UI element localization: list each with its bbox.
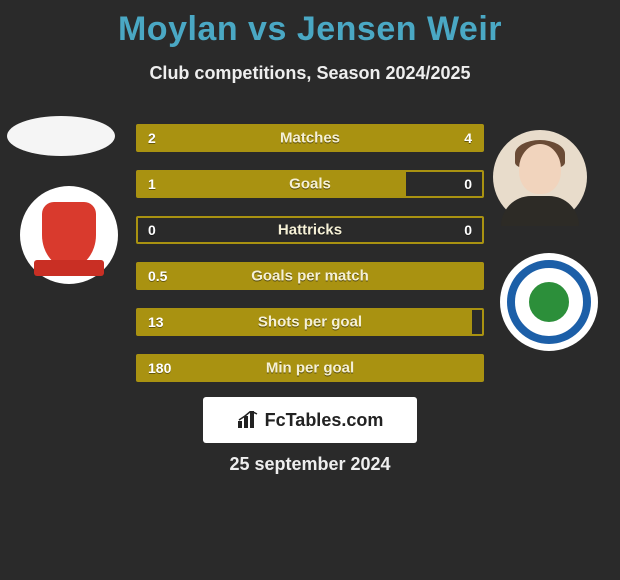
- player1-avatar: [7, 116, 115, 156]
- footer-label: FcTables.com: [265, 410, 384, 431]
- stat-value-left: 0: [148, 222, 156, 238]
- player2-avatar: [493, 130, 587, 224]
- stat-value-left: 180: [148, 360, 171, 376]
- stat-value-left: 0.5: [148, 268, 167, 284]
- page-title: Moylan vs Jensen Weir: [0, 10, 620, 49]
- stat-value-right: 0: [464, 222, 472, 238]
- stat-value-left: 2: [148, 130, 156, 146]
- stat-label: Matches: [280, 130, 340, 147]
- date-label: 25 september 2024: [229, 454, 390, 475]
- chart-icon: [237, 411, 259, 429]
- stat-bar: 0 0 Hattricks: [136, 216, 484, 244]
- stat-value-right: 0: [464, 176, 472, 192]
- stat-value-left: 13: [148, 314, 164, 330]
- player2-club-badge: [500, 253, 598, 351]
- player1-club-badge: [20, 186, 118, 284]
- footer-logo: FcTables.com: [203, 397, 417, 443]
- stat-bar-fill-left: [138, 172, 406, 196]
- stat-bar: 0.5 Goals per match: [136, 262, 484, 290]
- stats-bars: 2 4 Matches 1 0 Goals 0 0 Hattricks 0.5 Goals per …: [136, 124, 484, 400]
- stat-label: Min per goal: [266, 360, 354, 377]
- stat-bar: 2 4 Matches: [136, 124, 484, 152]
- subtitle: Club competitions, Season 2024/2025: [0, 63, 620, 84]
- stat-label: Shots per goal: [258, 314, 362, 331]
- stat-value-left: 1: [148, 176, 156, 192]
- stat-bar: 13 Shots per goal: [136, 308, 484, 336]
- stat-label: Goals: [289, 176, 331, 193]
- stat-value-right: 4: [464, 130, 472, 146]
- stat-label: Goals per match: [251, 268, 369, 285]
- stat-label: Hattricks: [278, 222, 342, 239]
- stat-bar: 1 0 Goals: [136, 170, 484, 198]
- stat-bar: 180 Min per goal: [136, 354, 484, 382]
